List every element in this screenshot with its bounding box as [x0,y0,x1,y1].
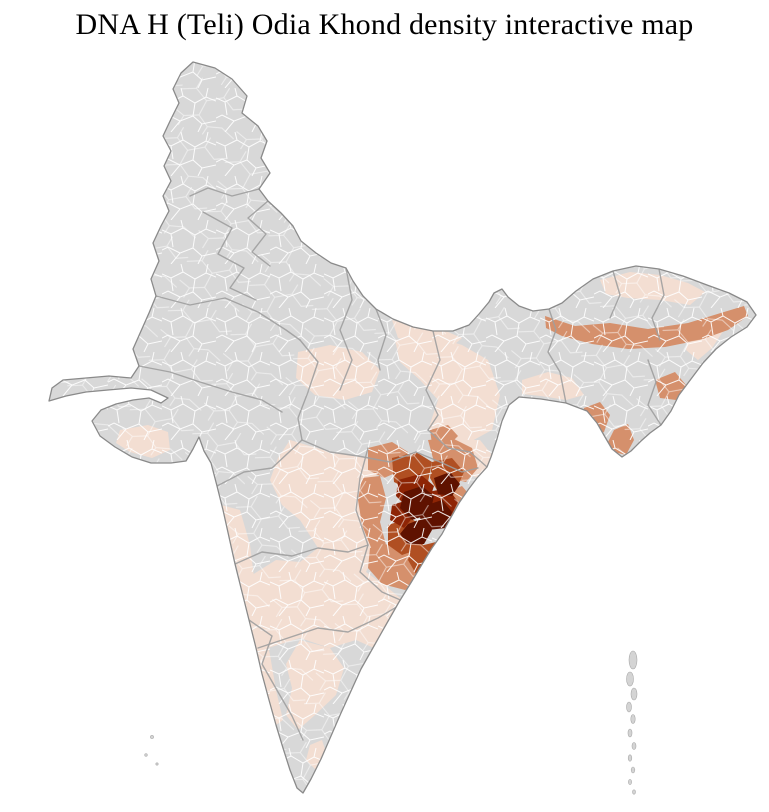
andaman-nicobar-islands[interactable] [626,650,638,795]
page-title: DNA H (Teli) Odia Khond density interact… [75,8,694,41]
region-nodata-patch [520,448,556,478]
state-borders [138,187,665,741]
district-region-nodata[interactable] [520,448,556,478]
district-borders-mesh-2 [49,62,756,793]
lakshadweep-islands[interactable] [144,735,159,766]
